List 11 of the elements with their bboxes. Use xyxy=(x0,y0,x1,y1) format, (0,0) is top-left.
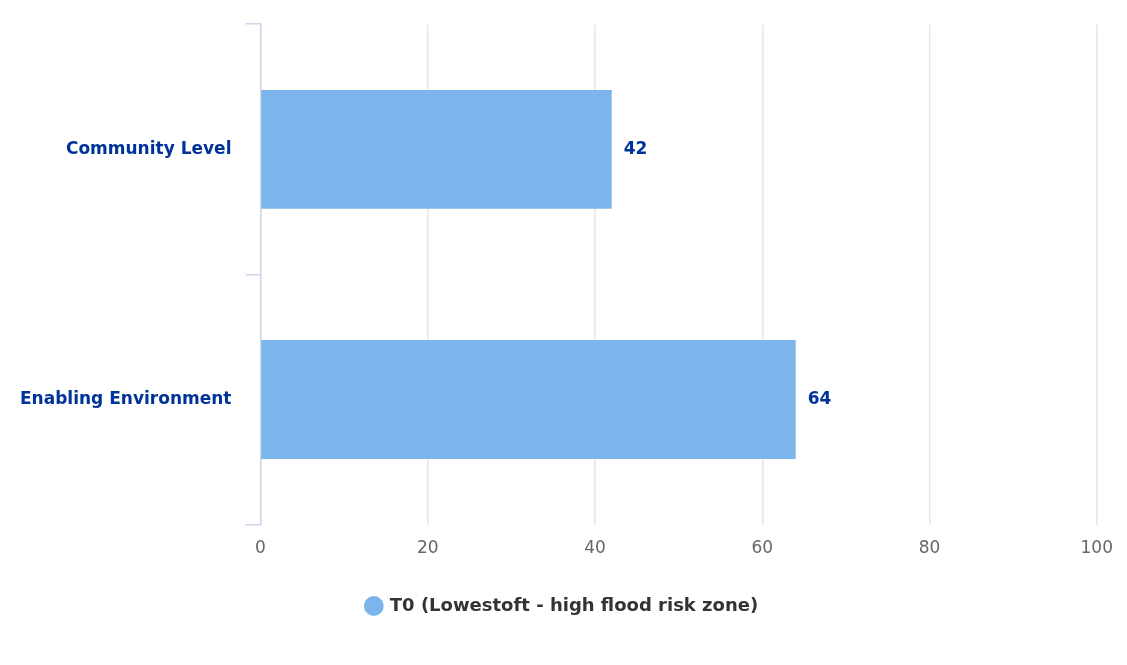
x-tick-label: 100 xyxy=(1080,537,1113,558)
x-tick-label: 60 xyxy=(751,537,774,558)
y-tick-label: Enabling Environment xyxy=(19,387,232,408)
x-tick-label: 40 xyxy=(584,537,606,558)
data-label: 64 xyxy=(807,387,832,408)
x-tick-label: 0 xyxy=(255,537,266,558)
data-label: 42 xyxy=(623,137,648,158)
y-tick-label: Community Level xyxy=(65,137,232,158)
x-tick-label: 80 xyxy=(918,537,941,558)
x-tick-label: 20 xyxy=(416,537,439,558)
legend-label: T0 (Lowestoft - high flood risk zone) xyxy=(389,593,759,615)
